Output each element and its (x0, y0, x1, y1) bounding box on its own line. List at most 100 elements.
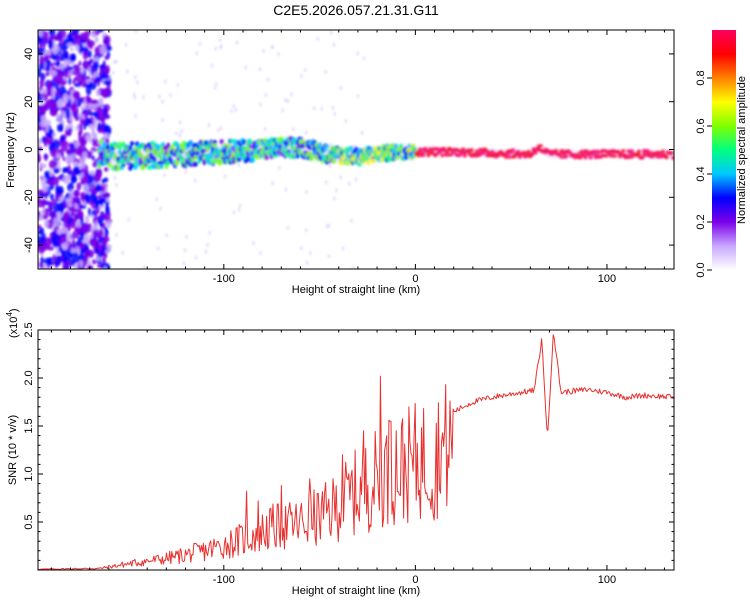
heatmap-cell (38, 110, 41, 117)
heatmap-cell (74, 82, 81, 88)
heatmap-cell (134, 30, 138, 33)
heatmap-cell (54, 255, 62, 267)
heatmap-cell (238, 203, 242, 208)
heatmap-cell (263, 127, 267, 132)
heatmap-cell (219, 126, 223, 131)
heatmap-cell (305, 228, 308, 233)
heatmap-cell (101, 71, 106, 78)
heatmap-cell (75, 72, 84, 84)
heatmap-cell (250, 157, 255, 163)
heatmap-cell (219, 45, 222, 50)
heatmap-cell (45, 123, 49, 133)
heatmap-cell (115, 183, 118, 188)
heatmap-cell (259, 102, 262, 107)
heatmap-cell (183, 248, 187, 253)
heatmap-cell (50, 97, 55, 109)
heatmap-cell (103, 166, 109, 172)
spectrogram-ylabel: Frequency (Hz) (5, 112, 17, 188)
heatmap-cell (91, 32, 96, 39)
heatmap-cell (158, 94, 161, 99)
colorbar-gradient (712, 30, 736, 270)
heatmap-cell (284, 97, 287, 102)
heatmap-cell (304, 68, 307, 73)
heatmap-cell (65, 154, 73, 165)
heatmap-cell (286, 225, 290, 230)
heatmap-cell (42, 30, 49, 42)
heatmap-cell (77, 43, 84, 54)
heatmap-cell (70, 174, 78, 184)
heatmap-cell (93, 117, 97, 128)
heatmap-cell (59, 135, 66, 142)
heatmap-cell (84, 112, 88, 119)
heatmap-cell (284, 187, 288, 192)
heatmap-cell (80, 157, 86, 167)
heatmap-cell (58, 240, 63, 247)
heatmap-cell (58, 37, 64, 42)
heatmap-cell (38, 193, 46, 198)
heatmap-cell (103, 80, 111, 86)
heatmap-cell (88, 136, 92, 144)
snr-yscale-exponent: 4 (5, 312, 14, 317)
heatmap-cell (354, 177, 358, 182)
heatmap-cell (49, 193, 54, 201)
heatmap-cell (244, 65, 247, 70)
heatmap-cell (266, 77, 270, 82)
heatmap-cell (258, 67, 262, 72)
heatmap-cell (339, 175, 342, 180)
heatmap-cell (71, 196, 77, 204)
heatmap-cell (104, 266, 107, 269)
heatmap-cell (59, 122, 64, 133)
x-tick-label: -100 (213, 574, 235, 586)
heatmap-cell (57, 202, 65, 214)
heatmap-cell (93, 132, 98, 141)
heatmap-cell (46, 59, 51, 67)
heatmap-cell (127, 217, 130, 222)
heatmap-cell (217, 128, 220, 133)
heatmap-cell (45, 71, 50, 77)
heatmap-cell (44, 153, 48, 162)
heatmap-cell (49, 70, 57, 77)
heatmap-cell (52, 253, 56, 264)
heatmap-cell (63, 140, 69, 147)
heatmap-cell (92, 215, 100, 226)
heatmap-cell (38, 55, 46, 65)
heatmap-cell (121, 250, 124, 255)
heatmap-cell (344, 119, 348, 124)
heatmap-cell (98, 228, 104, 238)
heatmap-cell (362, 56, 366, 61)
heatmap-cell (103, 238, 108, 249)
heatmap-cell (327, 223, 331, 228)
heatmap-cell (133, 95, 137, 100)
heatmap-cell (356, 94, 360, 99)
heatmap-cell (79, 39, 87, 44)
heatmap-cell (208, 230, 211, 235)
heatmap-cell (194, 255, 198, 260)
heatmap-cell (38, 30, 43, 38)
heatmap-cell (230, 108, 233, 113)
heatmap-cell (103, 191, 111, 199)
heatmap-cell (94, 111, 99, 119)
heatmap-cell (39, 106, 46, 116)
heatmap-cell (43, 138, 49, 144)
heatmap-cell (69, 103, 76, 111)
heatmap-cell (155, 197, 158, 202)
heatmap-cell (52, 147, 57, 159)
heatmap-cell (102, 88, 111, 95)
heatmap-cell (335, 188, 338, 193)
heatmap-cell (184, 169, 188, 174)
heatmap-cell (102, 141, 107, 147)
heatmap-cell (237, 163, 241, 168)
heatmap-cell (195, 51, 198, 56)
heatmap-cell (51, 234, 57, 244)
heatmap-cell (66, 64, 70, 75)
heatmap-cell (88, 81, 93, 88)
heatmap-cell (175, 131, 178, 136)
heatmap-cell (67, 182, 74, 192)
heatmap-cell (105, 197, 109, 202)
heatmap-cell (300, 246, 303, 251)
heatmap-cell (106, 83, 111, 90)
heatmap-cell (188, 141, 193, 147)
heatmap-cell (84, 249, 92, 257)
heatmap-cell (57, 185, 64, 195)
heatmap-cell (333, 111, 336, 116)
